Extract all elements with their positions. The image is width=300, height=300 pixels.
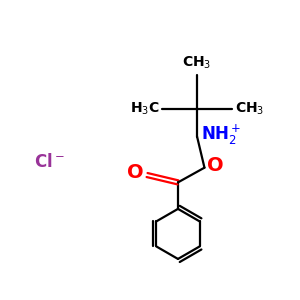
Text: Cl$^-$: Cl$^-$ [34,153,65,171]
Text: H$_3$C: H$_3$C [130,100,159,117]
Text: O: O [128,163,144,182]
Text: NH$_2^+$: NH$_2^+$ [201,123,241,147]
Text: CH$_3$: CH$_3$ [182,55,212,71]
Text: CH$_3$: CH$_3$ [235,100,264,117]
Text: O: O [207,156,224,175]
